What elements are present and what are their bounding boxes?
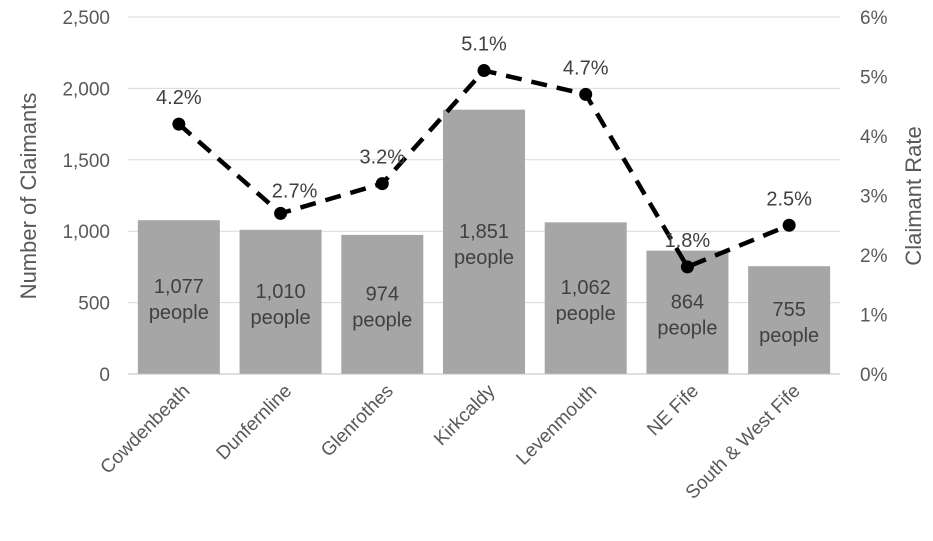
rate-point	[579, 87, 593, 101]
y-tick-label: 2,500	[62, 8, 110, 29]
rate-data-label: 4.7%	[563, 57, 609, 79]
bar-data-label: 1,010 people	[251, 281, 311, 329]
rate-data-label: 2.5%	[766, 188, 812, 210]
bar	[544, 222, 627, 374]
x-tick-label: NE Fife	[643, 381, 703, 441]
y2-tick-label: 0%	[860, 365, 888, 386]
rate-data-label: 5.1%	[461, 34, 507, 56]
x-tick-label: Cowdenbeath	[97, 381, 195, 479]
bar-data-label: 1,077 people	[149, 276, 209, 324]
y-tick-label: 1,500	[62, 151, 110, 172]
x-tick-label: Kirkcaldy	[430, 380, 500, 450]
rate-data-label: 4.2%	[156, 87, 202, 109]
rate-point	[274, 206, 288, 220]
bar-data-label: 1,062 people	[556, 277, 616, 325]
rate-point	[782, 218, 796, 232]
y-tick-label: 500	[78, 294, 110, 315]
y-axis-title: Number of Claimants	[16, 93, 41, 300]
bar-data-label: 755 people	[759, 299, 819, 347]
rate-point	[477, 64, 491, 78]
y-tick-label: 2,000	[62, 79, 110, 100]
rate-data-label: 3.2%	[359, 147, 405, 169]
bar-data-label: 974 people	[352, 283, 412, 331]
y2-tick-label: 6%	[860, 8, 888, 29]
bar-data-label: 1,851 people	[454, 221, 514, 269]
bar	[137, 220, 220, 374]
y2-tick-label: 1%	[860, 306, 888, 327]
x-tick-label: South & West Fife	[682, 381, 805, 504]
bar-series: 1,077 people 1,010 people 974 people 1,851 peop…	[137, 109, 831, 375]
y-tick-label: 0	[99, 365, 110, 386]
rate-point	[375, 177, 389, 191]
rate-data-label: 1.8%	[665, 230, 711, 252]
bar-data-label: 864 people	[657, 291, 717, 339]
y2-axis-title: Claimant Rate	[901, 126, 926, 265]
rate-line-series: 4.2% 2.7% 3.2% 5.1% 4.7% 1.8% 2.5%	[156, 34, 812, 274]
bar	[341, 234, 424, 374]
x-tick-label: Dunfernline	[213, 381, 297, 465]
y2-tick-label: 5%	[860, 68, 888, 89]
bar	[748, 266, 831, 374]
x-tick-label: Levenmouth	[512, 381, 601, 470]
y2-tick-label: 2%	[860, 246, 888, 267]
bar	[239, 229, 322, 374]
bar	[443, 109, 525, 375]
rate-point	[172, 117, 186, 131]
y-tick-label: 1,000	[62, 222, 110, 243]
x-tick-label: Glenrothes	[317, 381, 398, 462]
y2-tick-label: 3%	[860, 187, 888, 208]
rate-point	[680, 260, 694, 274]
rate-data-label: 2.7%	[272, 180, 318, 202]
y2-tick-label: 4%	[860, 127, 888, 148]
